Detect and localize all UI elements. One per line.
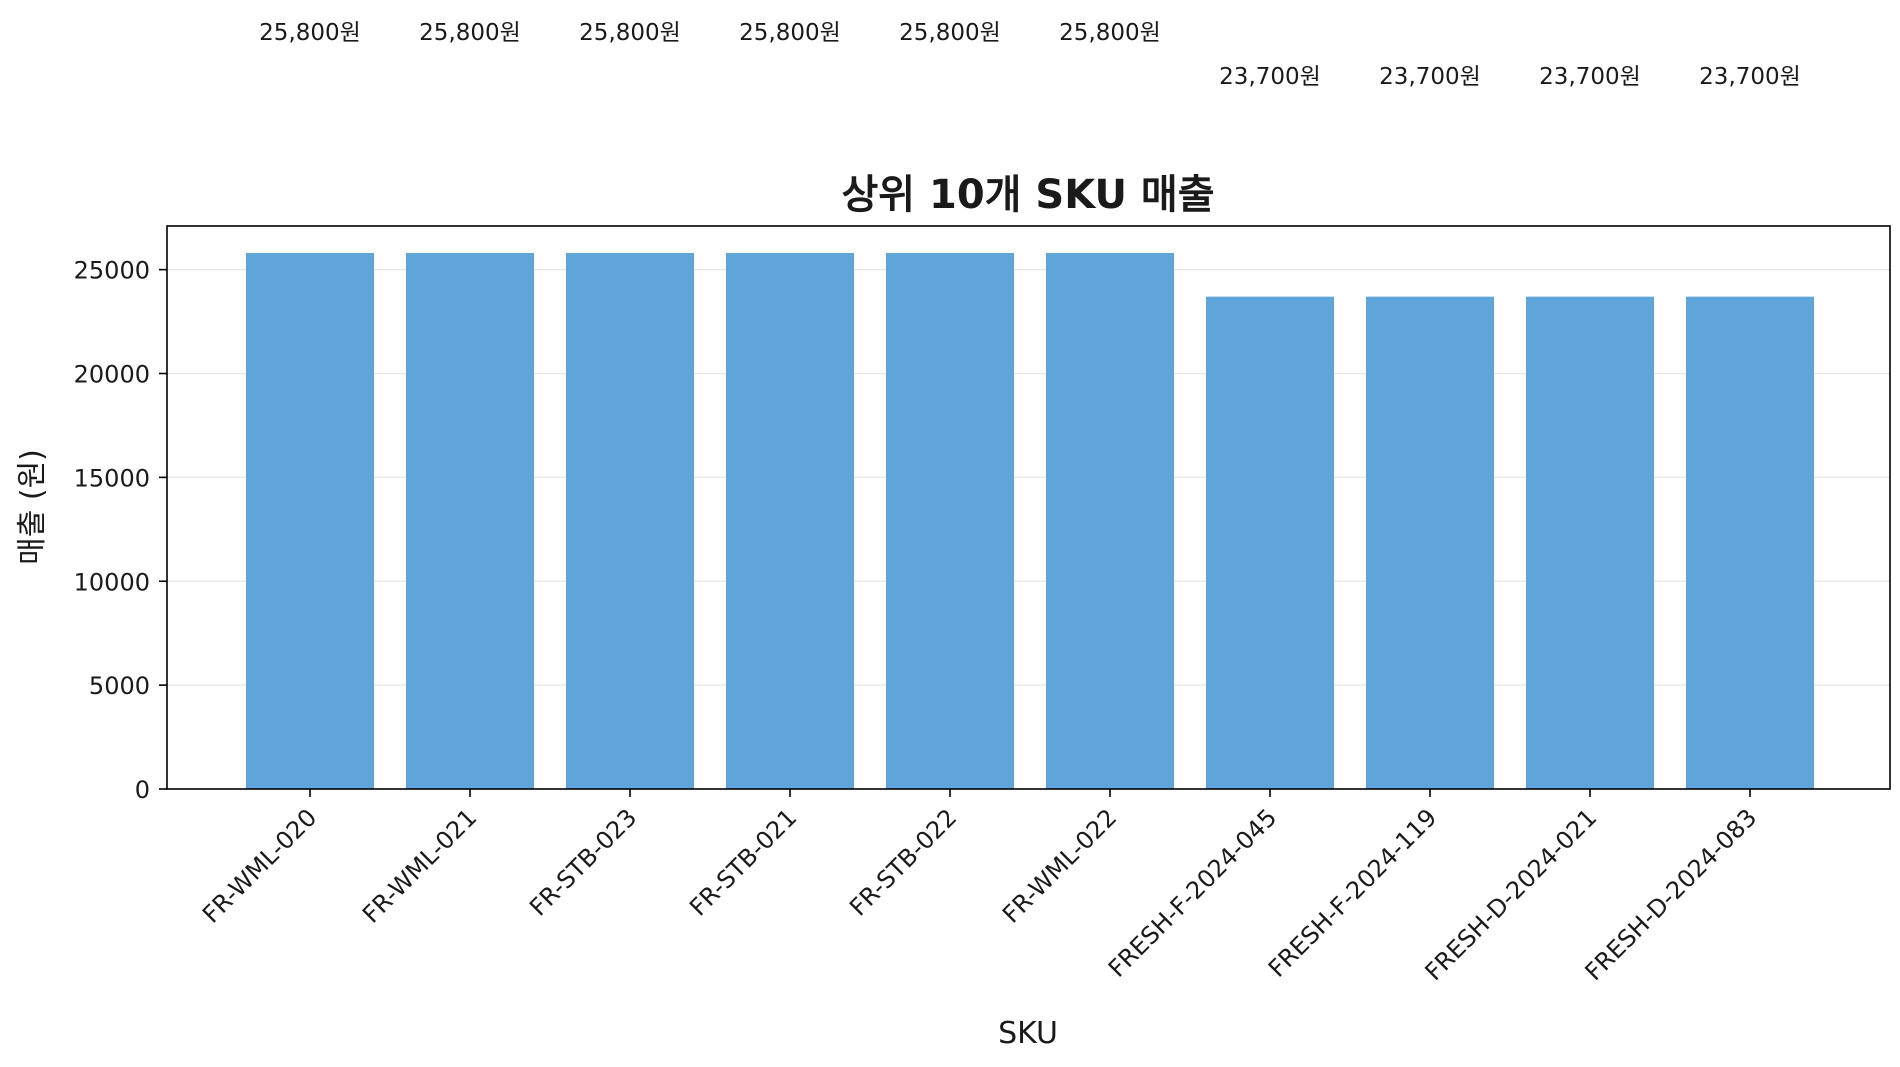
bars [246, 253, 1814, 789]
y-axis-ticks: 0 5000 10000 15000 20000 25000 [74, 257, 167, 804]
bar-fr-stb-021 [726, 253, 854, 789]
chart-title: 상위 10개 SKU 매출 [841, 172, 1214, 218]
value-label: 25,800원 [899, 20, 1001, 46]
bar-fr-wml-022 [1046, 253, 1174, 789]
y-tick-label: 25000 [74, 257, 150, 285]
value-label: 25,800원 [259, 20, 361, 46]
x-tick-label: FRESH-D-2024-021 [1420, 803, 1603, 986]
y-tick-label: 5000 [89, 672, 150, 700]
value-labels: 25,800원 25,800원 25,800원 25,800원 25,800원 25,80… [259, 20, 1801, 90]
x-axis-label: SKU [998, 1016, 1058, 1051]
y-axis-label: 매출 (원) [15, 449, 50, 565]
bar-fr-wml-021 [406, 253, 534, 789]
bar-fr-stb-022 [886, 253, 1014, 789]
x-tick-label: FR-WML-022 [997, 803, 1122, 928]
y-tick-label: 10000 [74, 568, 150, 596]
value-label: 25,800원 [739, 20, 841, 46]
value-label: 23,700원 [1699, 64, 1801, 90]
x-tick-label: FRESH-F-2024-119 [1263, 803, 1442, 982]
value-label: 25,800원 [1059, 20, 1161, 46]
bar-fresh-d-2024-021 [1526, 296, 1654, 789]
bar-fresh-f-2024-119 [1366, 296, 1494, 789]
bar-fr-wml-020 [246, 253, 374, 789]
y-tick-label: 15000 [74, 464, 150, 492]
x-tick-label: FR-STB-023 [524, 803, 642, 921]
x-tick-label: FRESH-F-2024-045 [1103, 803, 1282, 982]
y-tick-label: 20000 [74, 361, 150, 389]
x-tick-label: FR-STB-021 [684, 803, 802, 921]
value-label: 25,800원 [579, 20, 681, 46]
x-tick-label: FRESH-D-2024-083 [1580, 803, 1763, 986]
bar-fresh-f-2024-045 [1206, 296, 1334, 789]
x-axis-ticks: FR-WML-020 FR-WML-021 FR-STB-023 FR-STB-021… [197, 789, 1762, 986]
plot-frame [166, 225, 1891, 790]
x-tick-label: FR-WML-020 [197, 803, 322, 928]
value-label: 23,700원 [1379, 64, 1481, 90]
value-label: 23,700원 [1539, 64, 1641, 90]
bar-fr-stb-023 [566, 253, 694, 789]
value-label: 25,800원 [419, 20, 521, 46]
x-tick-label: FR-WML-021 [357, 803, 482, 928]
x-tick-label: FR-STB-022 [844, 803, 962, 921]
value-label: 23,700원 [1219, 64, 1321, 90]
bar-fresh-d-2024-083 [1686, 296, 1814, 789]
y-tick-label: 0 [135, 776, 150, 804]
